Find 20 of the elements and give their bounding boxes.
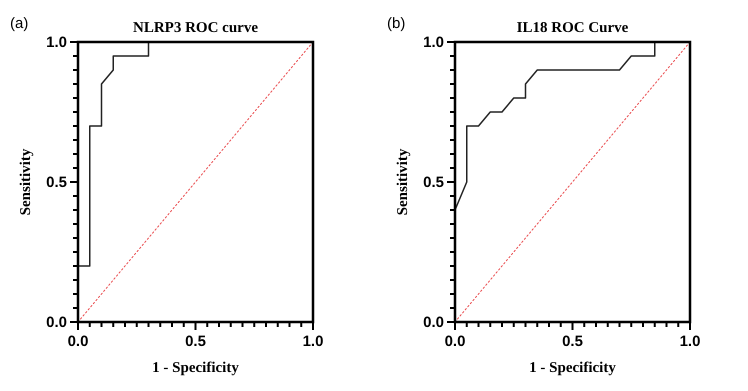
x-tick-label: 0.0: [444, 333, 466, 350]
x-axis-title: 1 - Specificity: [152, 360, 240, 376]
x-tick-label: 0.5: [562, 333, 583, 350]
chart-title: NLRP3 ROC curve: [133, 20, 258, 36]
y-tick-label: 0.0: [46, 314, 67, 331]
x-axis-title: 1 - Specificity: [529, 360, 616, 376]
y-tick-label: 0.0: [423, 314, 444, 331]
y-axis-title: Sensitivity: [18, 148, 34, 216]
y-tick-label: 1.0: [423, 34, 444, 51]
x-tick-label: 1.0: [302, 333, 324, 350]
chart-title: IL18 ROC Curve: [516, 20, 629, 36]
y-axis-title: Sensitivity: [395, 148, 411, 216]
y-tick-label: 0.5: [46, 174, 67, 191]
x-tick-label: 1.0: [680, 333, 700, 350]
x-tick-label: 0.5: [185, 333, 206, 350]
text: (b): [387, 15, 406, 32]
y-tick-label: 1.0: [46, 34, 67, 51]
text: (a): [10, 15, 28, 32]
x-tick-label: 0.0: [68, 333, 88, 350]
y-tick-label: 0.5: [423, 174, 444, 191]
